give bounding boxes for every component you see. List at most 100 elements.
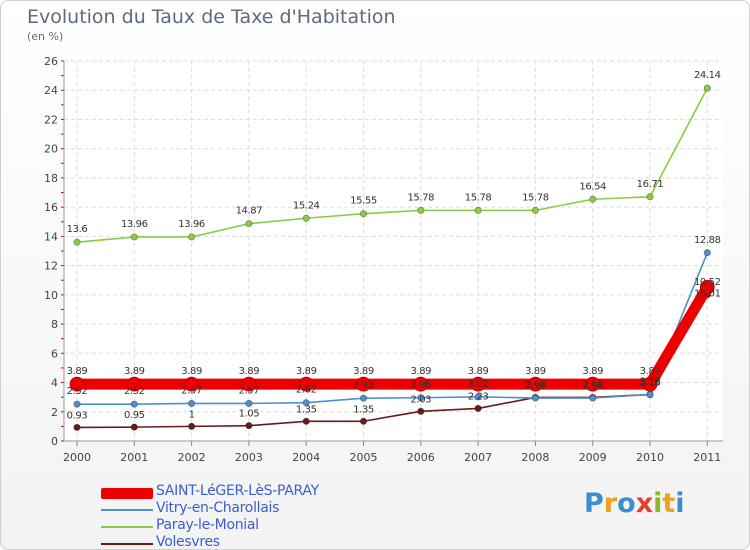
data-point [73, 400, 81, 408]
legend-swatch-paray [101, 526, 153, 528]
data-label: 3.02 [468, 379, 489, 390]
x-tick-label: 2010 [636, 451, 664, 464]
data-label: 15.78 [465, 192, 492, 203]
legend-swatch-volesvres [101, 543, 153, 545]
data-point [585, 376, 601, 392]
legend-label-saint-leger: SAINT-LéGER-LèS-PARAY [156, 483, 319, 499]
chart-title: Evolution du Taux de Taxe d'Habitation [27, 6, 396, 28]
data-label: 3.18 [640, 378, 661, 389]
data-label: 3.89 [296, 366, 317, 377]
data-point [241, 376, 257, 392]
x-tick-label: 2008 [521, 451, 549, 464]
x-tick-label: 2006 [407, 451, 435, 464]
y-tick-label: 2 [51, 406, 58, 419]
data-label: 2.98 [525, 380, 546, 391]
data-label: 3.89 [353, 366, 374, 377]
data-point [703, 84, 711, 92]
y-tick-label: 14 [44, 230, 58, 243]
data-point [699, 279, 715, 295]
series-line-2 [76, 87, 709, 244]
data-label: 15.24 [293, 200, 320, 211]
data-label: 2.52 [124, 386, 145, 397]
data-point [531, 394, 540, 402]
data-point [474, 206, 482, 214]
data-label: 2.94 [582, 380, 603, 391]
legend-swatch-saint-leger [101, 488, 153, 499]
data-label: 15.55 [350, 196, 377, 207]
data-label: 14.87 [236, 206, 263, 217]
legend-item-vitry: Vitry-en-Charollais [101, 500, 401, 519]
data-label: 2.52 [67, 386, 88, 397]
data-point [184, 376, 200, 392]
data-label: 0.95 [124, 410, 145, 421]
data-point [188, 399, 196, 408]
x-tick-label: 2005 [350, 451, 378, 464]
legend-label-vitry: Vitry-en-Charollais [156, 500, 280, 516]
data-point [69, 376, 85, 392]
x-tick-label: 2001 [120, 451, 148, 464]
data-label: 0.93 [67, 410, 88, 421]
data-point [130, 400, 138, 408]
data-label: 3.89 [67, 366, 88, 377]
data-point [646, 193, 654, 201]
legend-swatch-vitry [101, 509, 153, 511]
data-label: 3.89 [181, 366, 202, 377]
data-point [245, 422, 253, 430]
data-label: 1 [189, 409, 195, 420]
data-point [245, 220, 253, 228]
data-label: 2.57 [239, 385, 260, 396]
y-tick-label: 18 [44, 172, 58, 185]
legend-item-saint-leger: SAINT-LéGER-LèS-PARAY [101, 483, 401, 502]
data-point [531, 206, 540, 214]
data-point [646, 390, 654, 399]
plot-area [64, 61, 723, 441]
data-label: 3.89 [468, 366, 489, 377]
data-label: 1.05 [239, 409, 260, 420]
data-point [188, 233, 196, 241]
x-tick-label: 2004 [292, 451, 320, 464]
logo-letter: x [635, 488, 654, 519]
data-point [126, 376, 142, 392]
x-tick-label: 2011 [693, 451, 721, 464]
data-point [302, 417, 310, 425]
data-label: 2.98 [582, 380, 603, 391]
data-point [470, 376, 486, 392]
data-point [474, 393, 482, 401]
data-point [589, 195, 597, 203]
y-tick-label: 10 [44, 289, 58, 302]
data-label: 1.35 [353, 404, 374, 415]
logo-letter: t [662, 488, 676, 519]
x-tick-label: 2002 [178, 451, 206, 464]
data-label: 10.52 [694, 277, 721, 288]
data-point [302, 399, 310, 407]
legend-label-paray: Paray-le-Monial [156, 517, 259, 533]
data-point [359, 210, 368, 218]
data-label: 2.23 [468, 391, 489, 402]
data-point [188, 422, 196, 430]
data-point [130, 423, 138, 431]
data-label: 3.89 [239, 366, 260, 377]
data-label: 3.89 [124, 366, 145, 377]
data-label: 16.54 [579, 181, 606, 192]
data-point [413, 376, 429, 392]
data-point [417, 206, 425, 214]
data-point [642, 376, 658, 392]
data-point [298, 376, 314, 392]
data-label: 24.14 [694, 70, 721, 81]
data-point [703, 249, 711, 257]
data-point [417, 407, 425, 415]
data-label: 2.62 [296, 385, 317, 396]
data-label: 13.96 [178, 219, 205, 230]
x-tick-label: 2007 [464, 451, 492, 464]
data-label: 2.94 [525, 380, 546, 391]
series-line-1 [76, 251, 709, 405]
y-tick-label: 6 [51, 347, 58, 360]
y-tick-label: 0 [51, 435, 58, 448]
y-tick-label: 20 [44, 143, 58, 156]
data-label: 10.01 [694, 289, 721, 300]
chart-legend: SAINT-LéGER-LèS-PARAY Vitry-en-Charollai… [101, 483, 401, 549]
data-label: 2.03 [410, 394, 431, 405]
data-label: 3.89 [525, 366, 546, 377]
data-point [356, 376, 371, 392]
x-tick-label: 2000 [63, 451, 91, 464]
